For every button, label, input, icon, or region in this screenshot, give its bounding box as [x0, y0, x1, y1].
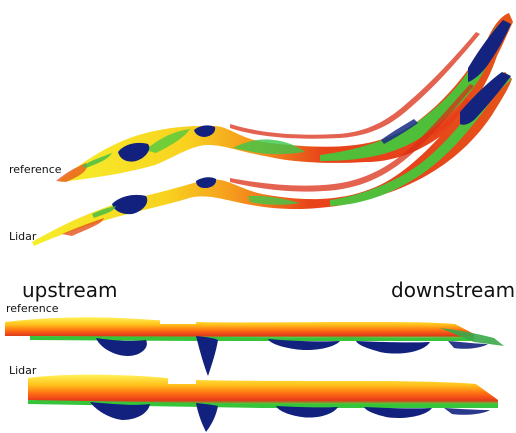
downstream-label: downstream [391, 278, 516, 302]
profile-reference-label: reference [6, 302, 59, 315]
plan-lidar-label: Lidar [9, 230, 37, 243]
plan-reference-river [56, 13, 513, 182]
profile-lidar [28, 372, 498, 432]
plan-lidar-river [32, 72, 512, 246]
profile-reference [5, 313, 504, 376]
upstream-label: upstream [22, 278, 118, 302]
profile-lidar-label: Lidar [9, 364, 37, 377]
plan-reference-label: reference [9, 163, 62, 176]
